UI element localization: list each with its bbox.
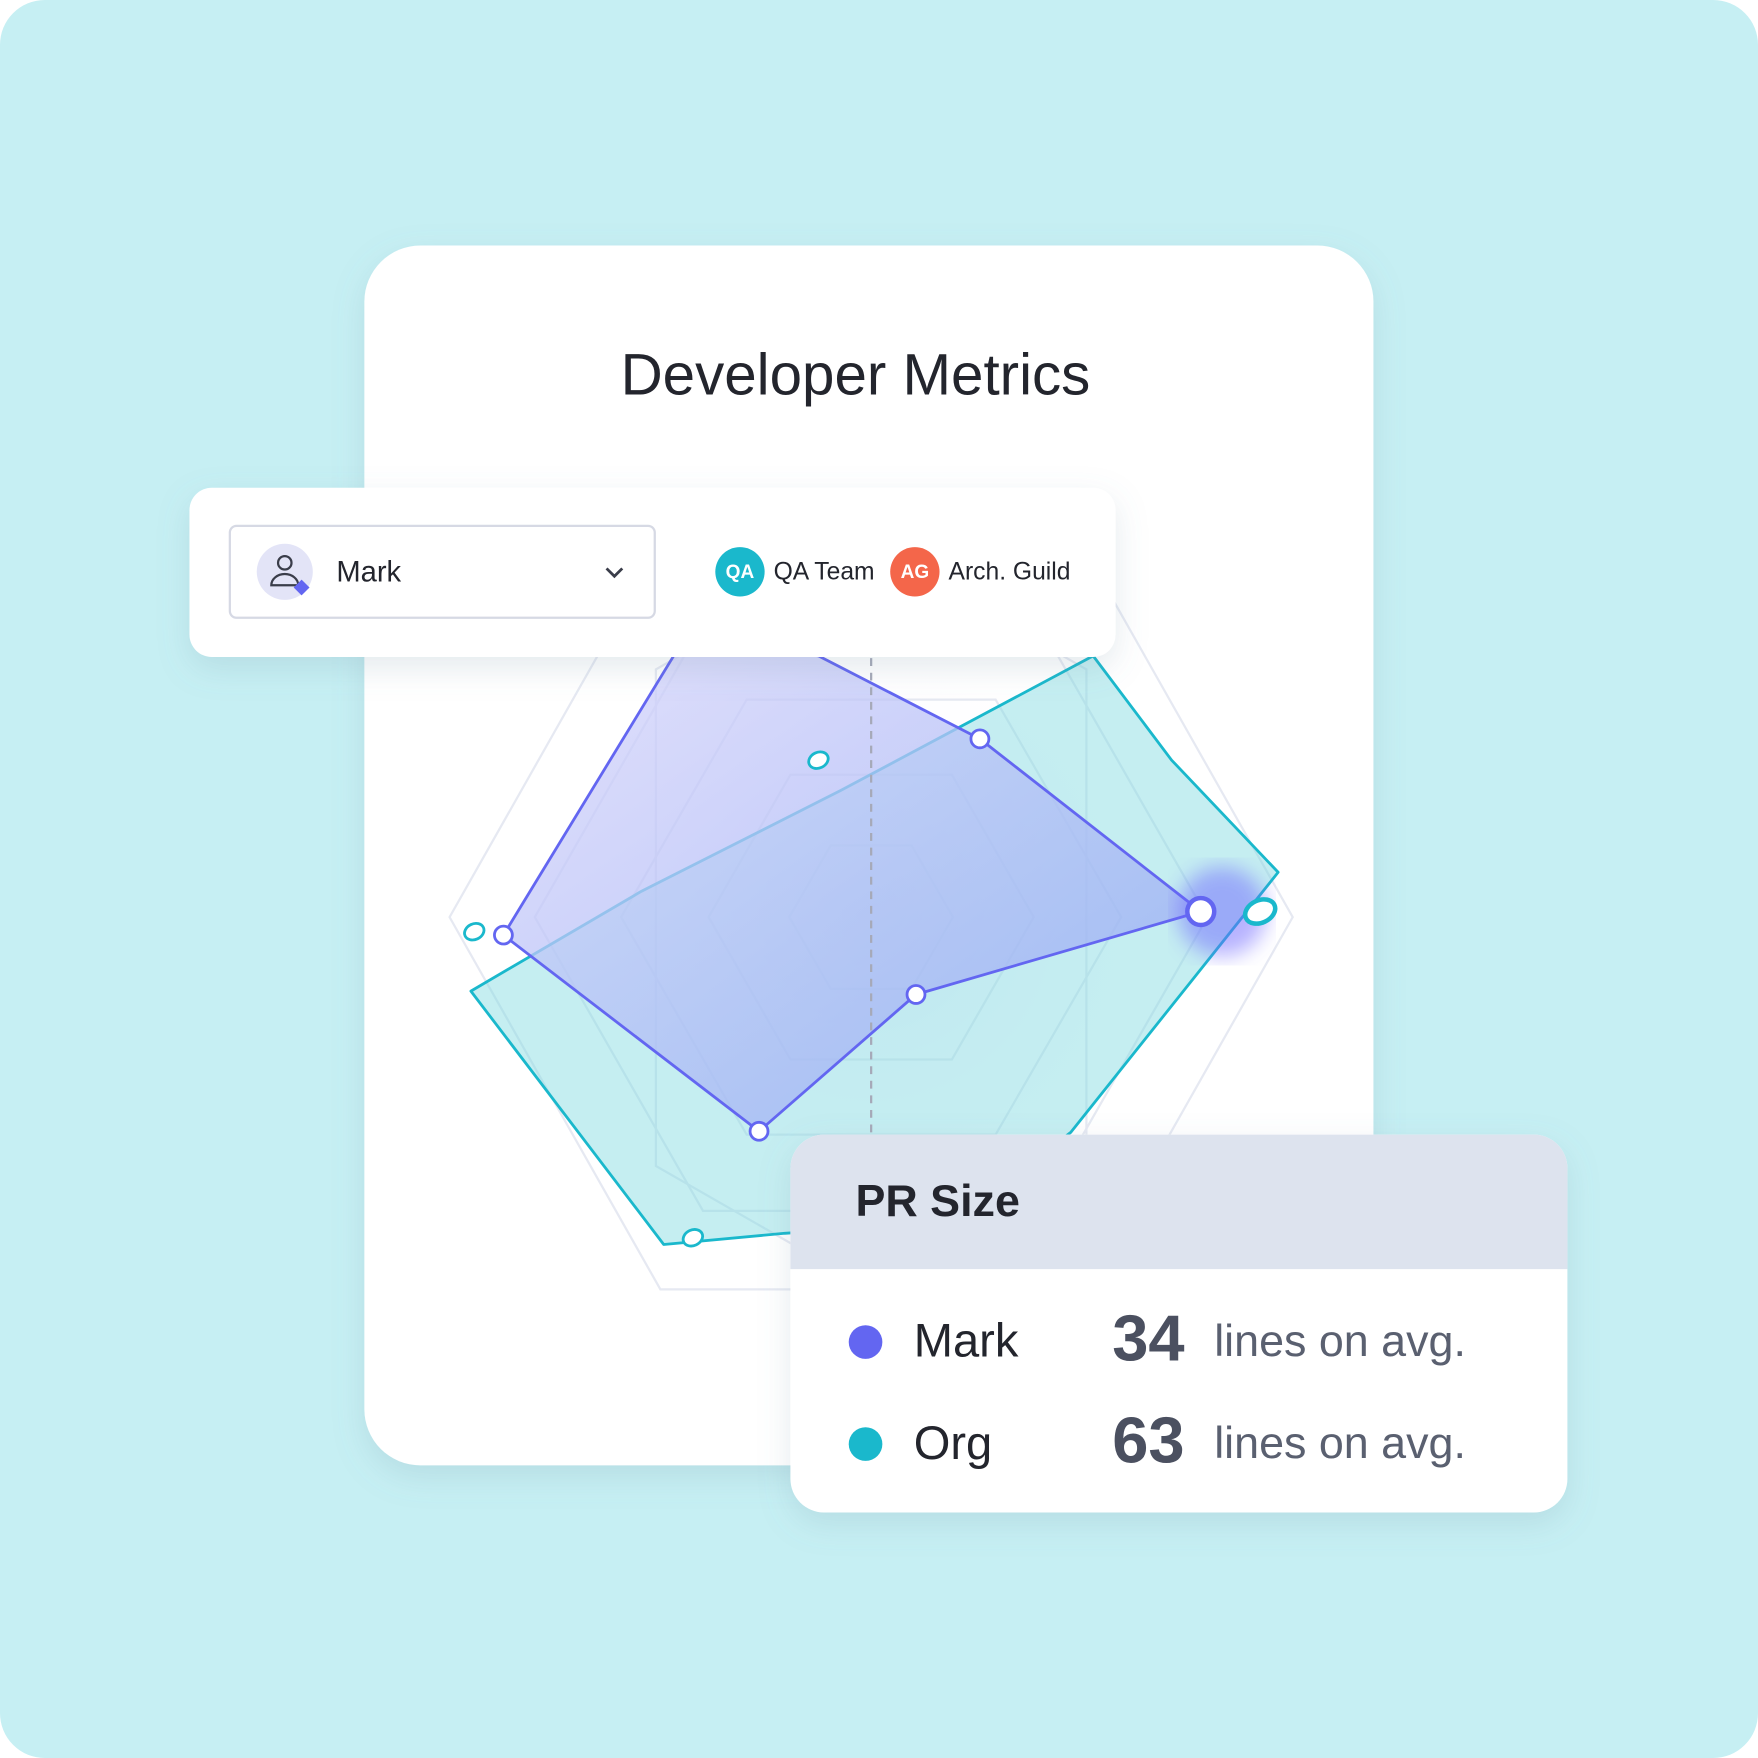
- user-dropdown[interactable]: [228, 524, 656, 619]
- card-title: Developer Metrics: [621, 342, 1091, 407]
- tooltip-title: PR Size: [855, 1175, 1019, 1226]
- legend-dot: [848, 1427, 883, 1461]
- team-initials: QA: [726, 562, 755, 583]
- row-name: Mark: [914, 1314, 1019, 1367]
- row-name: Org: [914, 1416, 992, 1469]
- legend-dot: [848, 1325, 883, 1359]
- team-chip[interactable]: AG Arch. Guild: [890, 547, 1071, 597]
- user-name: Mark: [336, 557, 401, 589]
- team-badge: [715, 547, 765, 597]
- selector-panel: Mark QA QA Team AG Arch. Guild: [189, 487, 1116, 658]
- team-badge: [890, 547, 940, 597]
- row-value: 63: [1112, 1403, 1184, 1476]
- row-unit: lines on avg.: [1214, 1417, 1466, 1468]
- radar-chart: [448, 543, 1295, 1291]
- row-value: 34: [1112, 1301, 1184, 1374]
- chevron: [605, 567, 624, 579]
- tooltip: PR Size Mark 34 lines on avg. Org 63 lin…: [790, 1134, 1568, 1513]
- team-name: QA Team: [774, 558, 875, 585]
- team-name: Arch. Guild: [949, 558, 1071, 585]
- team-chip[interactable]: QA QA Team: [715, 547, 875, 597]
- team-initials: AG: [901, 562, 930, 583]
- row-unit: lines on avg.: [1214, 1315, 1466, 1366]
